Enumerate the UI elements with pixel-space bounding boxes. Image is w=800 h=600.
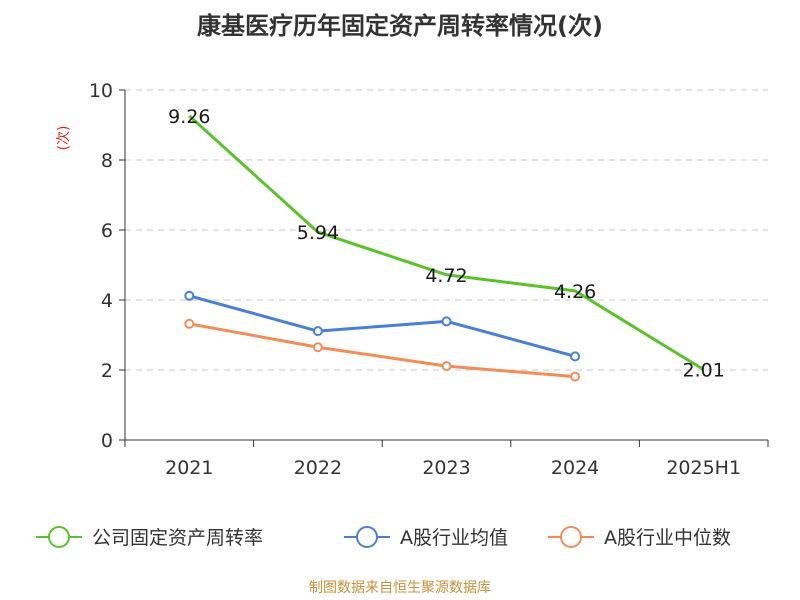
- legend-marker: [560, 526, 582, 548]
- x-tick-label: 2024: [551, 457, 599, 479]
- y-tick-label: 8: [101, 150, 113, 172]
- legend-label: A股行业均值: [400, 527, 508, 549]
- x-tick-label: 2025H1: [666, 457, 741, 479]
- series-lines: [184, 114, 705, 382]
- series-line-2: [189, 322, 576, 379]
- chart-title: 康基医疗历年固定资产周转率情况(次): [197, 12, 603, 40]
- source-note: 制图数据来自恒生聚源数据库: [309, 580, 491, 596]
- y-tick-label: 10: [89, 80, 113, 102]
- legend-item-0: 公司固定资产周转率: [36, 526, 263, 549]
- legend: 公司固定资产周转率 A股行业均值 A股行业中位数: [36, 526, 731, 549]
- data-label: 2.01: [683, 360, 725, 382]
- y-tick-label: 6: [101, 220, 113, 242]
- data-label: 9.26: [168, 106, 210, 128]
- data-label: 4.26: [554, 281, 596, 303]
- data-label: 4.72: [425, 265, 467, 287]
- legend-item-2: A股行业中位数: [548, 526, 731, 549]
- series-point-2: [441, 361, 452, 372]
- series-point-1: [441, 316, 452, 327]
- series-point-2: [570, 371, 581, 382]
- y-tick-label: 4: [101, 290, 113, 312]
- data-label: 5.94: [297, 222, 339, 244]
- legend-marker: [356, 526, 378, 548]
- x-tick-label: 2022: [294, 457, 342, 479]
- series-line-0: [188, 114, 705, 371]
- axes: 0 2 4 6 8 10 2021 2022 2023 2024 2025H1: [89, 80, 769, 479]
- series-line-1: [188, 294, 576, 358]
- series-point-1: [184, 290, 195, 301]
- legend-label: 公司固定资产周转率: [92, 527, 263, 549]
- series-point-1: [570, 351, 581, 362]
- series-point-2: [184, 318, 195, 329]
- y-tick-label: 0: [101, 430, 113, 452]
- series-point-2: [312, 342, 323, 353]
- y-tick-label: 2: [101, 360, 113, 382]
- data-labels: 9.26 5.94 4.72 4.26 2.01: [168, 106, 725, 382]
- grid-lines: [125, 89, 768, 371]
- legend-marker: [48, 526, 70, 548]
- x-tick-label: 2021: [165, 457, 213, 479]
- x-tick-label: 2023: [422, 457, 470, 479]
- series-point-1: [312, 326, 323, 337]
- legend-item-1: A股行业均值: [344, 526, 508, 549]
- legend-label: A股行业中位数: [604, 527, 731, 549]
